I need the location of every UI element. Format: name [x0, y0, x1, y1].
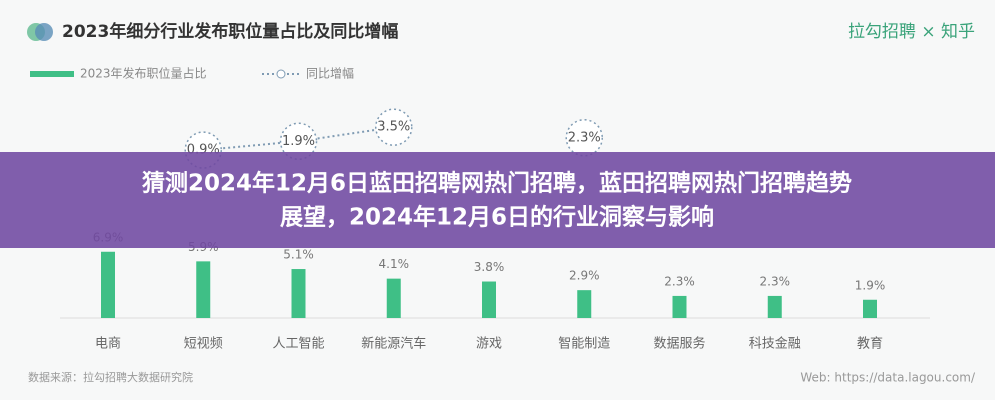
line-point: [565, 119, 603, 157]
value-label: 2.3%: [568, 130, 601, 145]
banner-text: 展望，2024年12月6日的行业洞察与影响: [280, 204, 714, 231]
banner: [0, 152, 995, 248]
banner-text: 猜测2024年12月6日蓝田招聘网热门招聘，蓝田招聘网热门招聘趋势: [141, 170, 852, 197]
value-label: 2.3%: [664, 274, 695, 288]
value-label: 1.9%: [282, 134, 315, 149]
bar: [577, 290, 592, 318]
bar: [767, 295, 782, 318]
value-label: 3.8%: [474, 260, 505, 274]
source: 数据来源：拉勾招聘大数据研究院: [28, 370, 193, 384]
bar: [863, 299, 877, 318]
bar: [101, 251, 115, 318]
x-tick-label: 科技金融: [749, 336, 801, 352]
value-label: 2.3%: [760, 274, 791, 288]
x-tick-label: 游戏: [476, 337, 502, 352]
value-label: 1.9%: [855, 278, 886, 292]
value-label: 3.5%: [377, 120, 410, 135]
x-tick-label: 教育: [857, 336, 883, 352]
bar: [291, 269, 306, 318]
legend-label: 2023年发布职位量占比: [80, 66, 207, 81]
x-tick-label: 智能制造: [558, 337, 610, 352]
x-tick-label: 数据服务: [653, 336, 705, 352]
web: Web: https://data.lagou.com/: [800, 371, 976, 385]
bar: [672, 295, 687, 318]
title-icon: [35, 23, 53, 41]
chart-title: 2023年细分行业发布职位量占比及同比增幅: [62, 21, 398, 42]
bar: [482, 281, 496, 318]
x-tick-label: 短视频: [184, 337, 223, 352]
bar: [196, 261, 211, 318]
x-tick-label: 人工智能: [272, 337, 324, 352]
bar: [386, 278, 401, 318]
line-point: [375, 108, 413, 146]
legend-swatch: [30, 71, 74, 77]
value-label: 4.1%: [379, 257, 410, 271]
x-tick-label: 新能源汽车: [361, 336, 426, 352]
value-label: 5.1%: [283, 248, 314, 262]
x-tick-label: 电商: [95, 337, 121, 352]
brand: 拉勾招聘 × 知乎: [848, 22, 975, 42]
legend-label: 同比增幅: [306, 66, 354, 81]
legend-swatch: [276, 69, 286, 79]
line-point: [279, 122, 318, 161]
value-label: 2.9%: [569, 269, 600, 283]
